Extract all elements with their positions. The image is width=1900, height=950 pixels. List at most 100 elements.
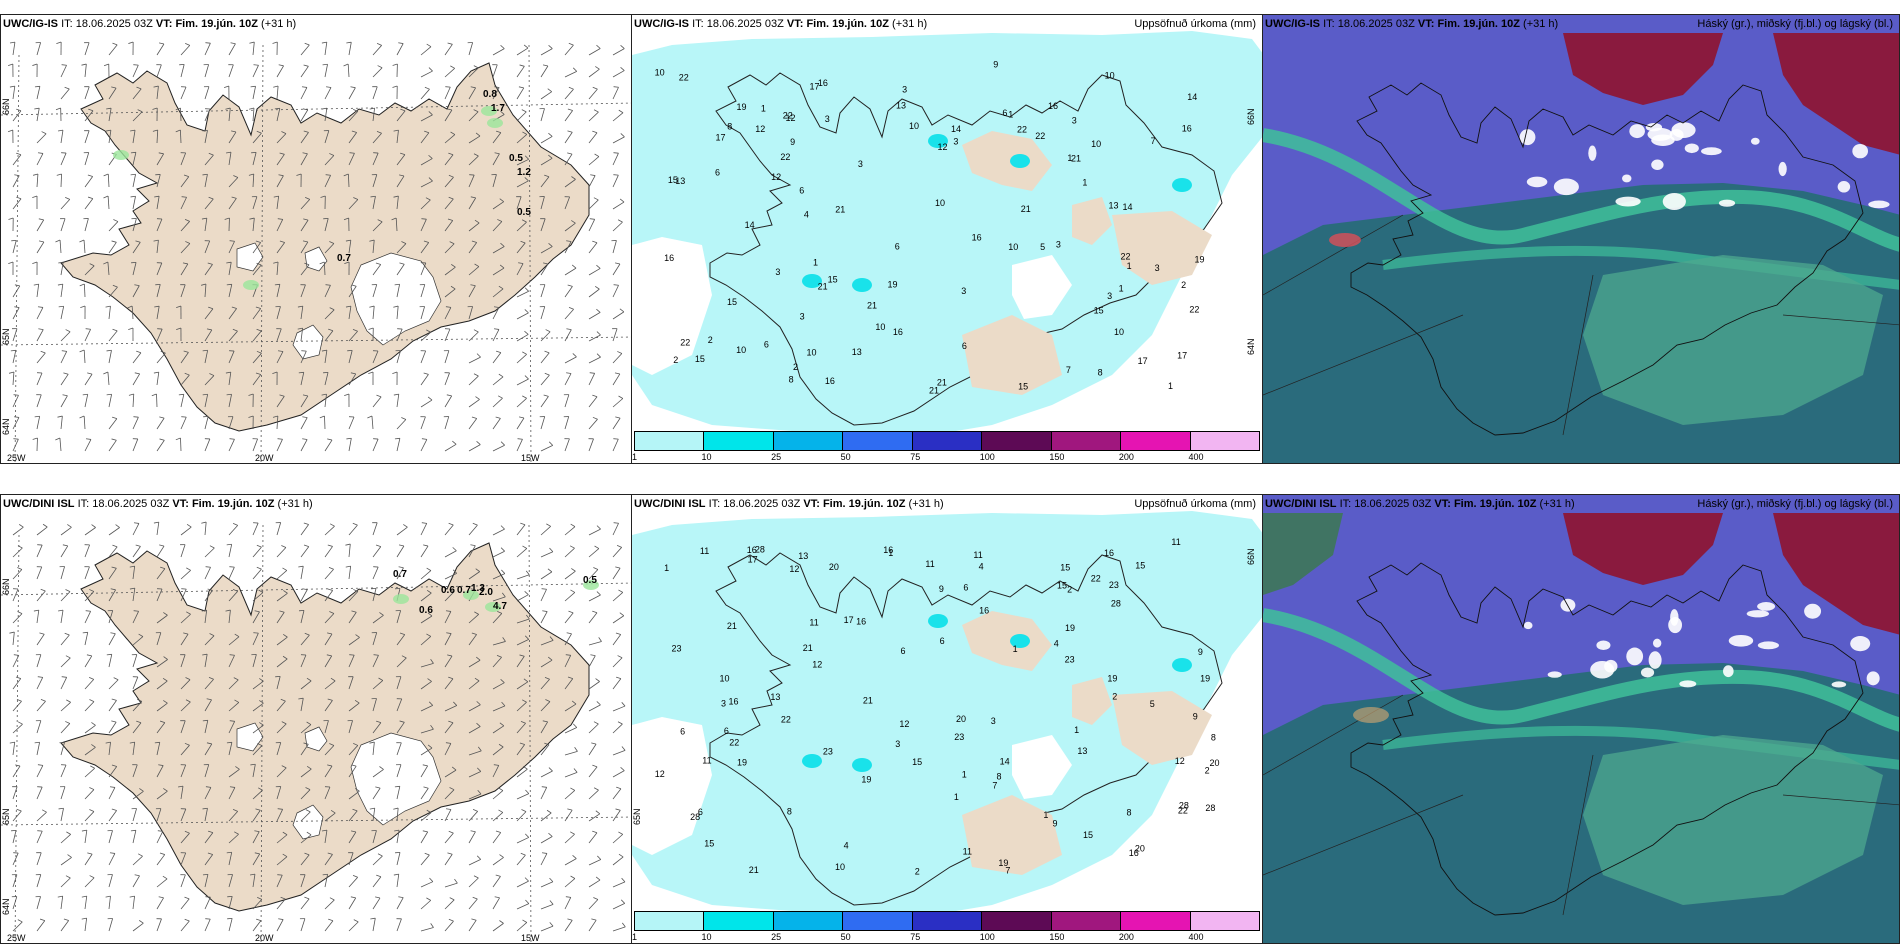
wind-barb <box>228 240 235 254</box>
precip-value-label: 10 <box>1008 242 1018 252</box>
wind-barb <box>492 764 500 778</box>
cloud-gap <box>1866 671 1880 686</box>
wind-barb <box>444 897 455 910</box>
wind-barb <box>612 676 622 690</box>
wind-barb <box>12 196 22 210</box>
wind-barb <box>300 852 310 866</box>
wind-barb <box>202 719 209 734</box>
wind-barb <box>324 698 333 712</box>
wind-barb <box>60 350 68 364</box>
wind-barb <box>564 196 571 210</box>
glacier <box>304 246 328 272</box>
wind-barb <box>202 653 208 668</box>
wind-barb <box>467 306 473 320</box>
wind-barb <box>393 129 399 144</box>
wind-barb <box>516 742 525 756</box>
wind-barb <box>228 196 237 210</box>
precip-value-label: 1 <box>1067 153 1072 163</box>
wind-barb <box>81 917 88 932</box>
lat-label: 64N <box>1 898 11 915</box>
wind-barb <box>272 415 279 430</box>
wind-barb <box>226 393 232 408</box>
wind-barb <box>391 217 398 232</box>
wind-barb <box>36 394 42 408</box>
glacier <box>350 732 442 826</box>
precip-value-label: 6 <box>764 340 769 350</box>
wind-barb <box>156 42 165 56</box>
wind-barb <box>36 809 47 822</box>
wind-barb <box>444 241 455 254</box>
wind-barb <box>588 637 602 646</box>
wind-barb <box>11 896 18 910</box>
wind-barb <box>468 196 477 210</box>
wind-barb <box>444 440 457 452</box>
wind-barb <box>324 809 336 822</box>
wind-barb <box>492 722 505 734</box>
wind-barb <box>516 809 527 822</box>
wind-barb <box>444 218 454 232</box>
wind-barb <box>588 787 599 800</box>
wind-barb <box>273 195 280 210</box>
wind-barb <box>588 742 597 756</box>
wind-barb <box>36 786 43 800</box>
cloud-gap <box>1868 200 1890 209</box>
wind-barb <box>324 438 333 452</box>
wind-barb <box>492 350 502 364</box>
wind-barb <box>204 830 214 844</box>
wind-barb <box>588 876 601 888</box>
wind-barb <box>420 659 434 668</box>
wind-barb <box>564 831 575 844</box>
wind-barb <box>368 371 374 386</box>
wind-barb <box>444 830 454 844</box>
precip-value-label: 22 <box>1120 251 1130 261</box>
wind-barb <box>369 807 376 822</box>
precip-value-label: 1 <box>1074 725 1079 735</box>
wind-barb <box>540 547 554 558</box>
wind-barb <box>516 64 525 78</box>
wind-barb <box>612 109 624 122</box>
wind-barb <box>372 874 382 888</box>
wind-barb <box>540 441 554 452</box>
wind-barb <box>156 918 162 932</box>
wind-barb <box>396 655 407 668</box>
cloud-gap <box>1652 638 1662 648</box>
wind-barb <box>492 441 505 452</box>
wind-value-label: 0.6 <box>441 585 455 596</box>
wind-barb <box>80 305 86 320</box>
precip-value-label: 11 <box>963 847 972 857</box>
wind-barb <box>372 152 379 166</box>
wind-barb <box>82 393 89 408</box>
wind-barb <box>250 763 256 778</box>
wind-barb <box>132 920 144 932</box>
wind-barb <box>60 197 71 210</box>
precip-value-label: 22 <box>780 152 790 162</box>
wind-barb <box>348 830 357 844</box>
wind-barb <box>204 328 213 342</box>
wind-barb <box>372 130 382 144</box>
iceland-outline <box>709 552 1223 906</box>
wind-barb <box>276 545 287 558</box>
wind-barb <box>83 152 90 166</box>
wind-barb <box>468 809 478 822</box>
panel-header: UWC/IG-IS IT: 18.06.2025 03Z VT: Fim. 19… <box>1263 15 1899 33</box>
wind-barb <box>300 108 309 122</box>
wind-barb <box>84 744 96 756</box>
wind-barb <box>369 239 375 254</box>
wind-barb <box>444 108 453 122</box>
wind-barb <box>129 587 136 602</box>
wind-barb <box>84 372 93 386</box>
wind-barb <box>564 632 572 646</box>
wind-barb <box>612 545 622 558</box>
wind-barb <box>347 720 353 734</box>
wind-barb <box>516 522 526 536</box>
wind-barb <box>108 42 118 56</box>
colorbar-tick: 1 <box>632 452 638 462</box>
wind-barb <box>180 699 191 712</box>
wind-barb <box>276 567 288 580</box>
wind-value-label: 0.6 <box>419 605 433 616</box>
wind-barb <box>468 722 481 734</box>
iceland-outline <box>709 72 1223 426</box>
dry-area <box>1112 211 1212 285</box>
glacier <box>292 324 324 360</box>
precip-value-label: 13 <box>852 347 862 357</box>
